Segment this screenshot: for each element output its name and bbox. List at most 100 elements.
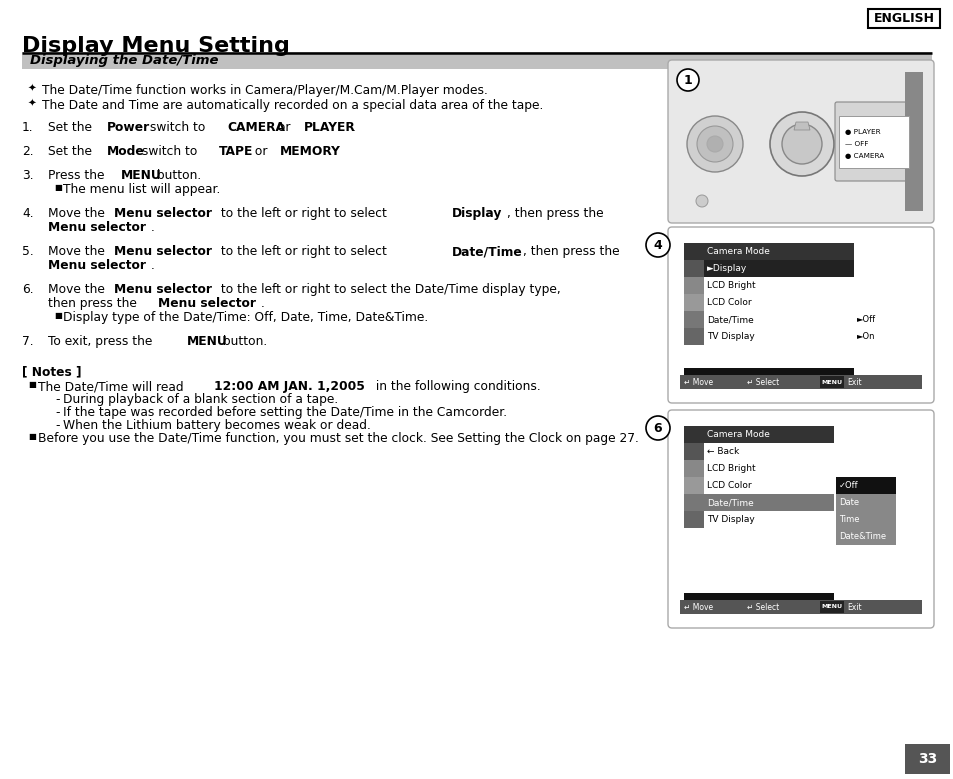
- Text: in the following conditions.: in the following conditions.: [372, 380, 540, 393]
- Text: ✦: ✦: [28, 84, 37, 94]
- FancyBboxPatch shape: [667, 227, 933, 403]
- Circle shape: [696, 195, 707, 207]
- Circle shape: [686, 116, 742, 172]
- Text: Menu selector: Menu selector: [113, 207, 212, 220]
- Text: ↵ Move: ↵ Move: [683, 378, 713, 386]
- Bar: [904, 72, 923, 211]
- Text: Power: Power: [107, 121, 150, 134]
- FancyBboxPatch shape: [834, 102, 906, 181]
- Text: ● PLAYER: ● PLAYER: [844, 129, 880, 135]
- Text: Menu selector: Menu selector: [113, 283, 212, 296]
- Polygon shape: [904, 744, 949, 774]
- Text: 4: 4: [653, 238, 661, 252]
- Bar: [683, 243, 853, 260]
- Bar: [835, 477, 895, 494]
- Text: MENU: MENU: [821, 379, 841, 385]
- Circle shape: [697, 126, 732, 162]
- Text: .: .: [261, 297, 265, 310]
- Bar: [835, 494, 895, 511]
- Text: Menu selector: Menu selector: [113, 245, 212, 258]
- Text: Before you use the Date/Time function, you must set the clock. See Setting the C: Before you use the Date/Time function, y…: [38, 432, 639, 445]
- Text: 12:00 AM JAN. 1,2005: 12:00 AM JAN. 1,2005: [213, 380, 364, 393]
- Bar: [683, 368, 853, 389]
- Text: 6.: 6.: [22, 283, 33, 296]
- Text: 7.: 7.: [22, 335, 33, 348]
- Text: ● CAMERA: ● CAMERA: [844, 153, 883, 159]
- Text: ← Back: ← Back: [706, 447, 739, 456]
- Bar: [22, 52, 931, 69]
- Circle shape: [706, 136, 722, 152]
- Bar: [683, 328, 703, 345]
- Text: MENU: MENU: [187, 335, 228, 348]
- Text: to the left or right to select: to the left or right to select: [216, 207, 391, 220]
- Bar: [835, 511, 895, 528]
- Text: ■: ■: [28, 432, 36, 441]
- Bar: [679, 375, 921, 389]
- Text: or: or: [274, 121, 294, 134]
- Text: PLAYER: PLAYER: [303, 121, 355, 134]
- Bar: [703, 494, 833, 511]
- Text: When the Lithium battery becomes weak or dead.: When the Lithium battery becomes weak or…: [63, 419, 371, 432]
- Text: MENU: MENU: [821, 605, 841, 609]
- Text: 3.: 3.: [22, 169, 33, 182]
- Text: Exit: Exit: [846, 602, 861, 612]
- Text: Date/Time: Date/Time: [706, 498, 753, 507]
- Text: ENGLISH: ENGLISH: [873, 12, 934, 25]
- Text: LCD Color: LCD Color: [706, 298, 751, 307]
- Bar: [683, 494, 703, 511]
- Bar: [835, 528, 895, 545]
- Circle shape: [769, 112, 833, 176]
- Polygon shape: [793, 122, 809, 130]
- Text: The Date and Time are automatically recorded on a special data area of the tape.: The Date and Time are automatically reco…: [42, 99, 543, 112]
- Text: Set the: Set the: [48, 145, 95, 158]
- Text: ✓Off: ✓Off: [838, 481, 858, 490]
- FancyBboxPatch shape: [667, 410, 933, 628]
- Text: Move the: Move the: [48, 283, 109, 296]
- Text: To exit, press the: To exit, press the: [48, 335, 156, 348]
- Bar: [703, 260, 853, 277]
- Text: Date/Time: Date/Time: [451, 245, 522, 258]
- Text: The Date/Time will read: The Date/Time will read: [38, 380, 188, 393]
- Text: Date/Time: Date/Time: [706, 315, 753, 324]
- Text: Press the: Press the: [48, 169, 109, 182]
- Text: Set the: Set the: [48, 121, 95, 134]
- Bar: [683, 277, 703, 294]
- Text: 4.: 4.: [22, 207, 33, 220]
- Text: MEMORY: MEMORY: [280, 145, 340, 158]
- Text: .: .: [151, 259, 154, 272]
- Text: ■: ■: [54, 183, 62, 192]
- Text: button.: button.: [219, 335, 267, 348]
- Circle shape: [645, 233, 669, 257]
- Bar: [683, 260, 703, 277]
- Text: ■: ■: [28, 380, 36, 389]
- Text: Mode: Mode: [107, 145, 144, 158]
- Circle shape: [781, 124, 821, 164]
- Bar: [683, 443, 703, 460]
- Text: LCD Bright: LCD Bright: [706, 464, 755, 473]
- Text: ■: ■: [54, 311, 62, 320]
- Text: LCD Color: LCD Color: [706, 481, 751, 490]
- Text: Time: Time: [838, 515, 859, 524]
- Text: ↵ Select: ↵ Select: [746, 602, 779, 612]
- Text: Date&Time: Date&Time: [838, 532, 885, 541]
- Bar: [683, 593, 833, 614]
- Text: ↵ Select: ↵ Select: [746, 378, 779, 386]
- Bar: [683, 426, 833, 443]
- Text: ►Off: ►Off: [856, 315, 875, 324]
- Text: Menu selector: Menu selector: [48, 221, 146, 234]
- Text: Move the: Move the: [48, 207, 109, 220]
- Text: Display: Display: [451, 207, 501, 220]
- Bar: [820, 601, 843, 613]
- Bar: [867, 9, 939, 28]
- Text: 6: 6: [653, 421, 661, 435]
- Text: , then press the: , then press the: [522, 245, 618, 258]
- Text: — OFF: — OFF: [844, 141, 867, 147]
- Text: TV Display: TV Display: [706, 515, 754, 524]
- Text: .: .: [327, 145, 331, 158]
- Text: TV Display: TV Display: [706, 332, 754, 341]
- Text: switch to: switch to: [146, 121, 210, 134]
- FancyBboxPatch shape: [667, 60, 933, 223]
- Text: 2.: 2.: [22, 145, 33, 158]
- Text: 1: 1: [683, 73, 692, 86]
- Circle shape: [645, 416, 669, 440]
